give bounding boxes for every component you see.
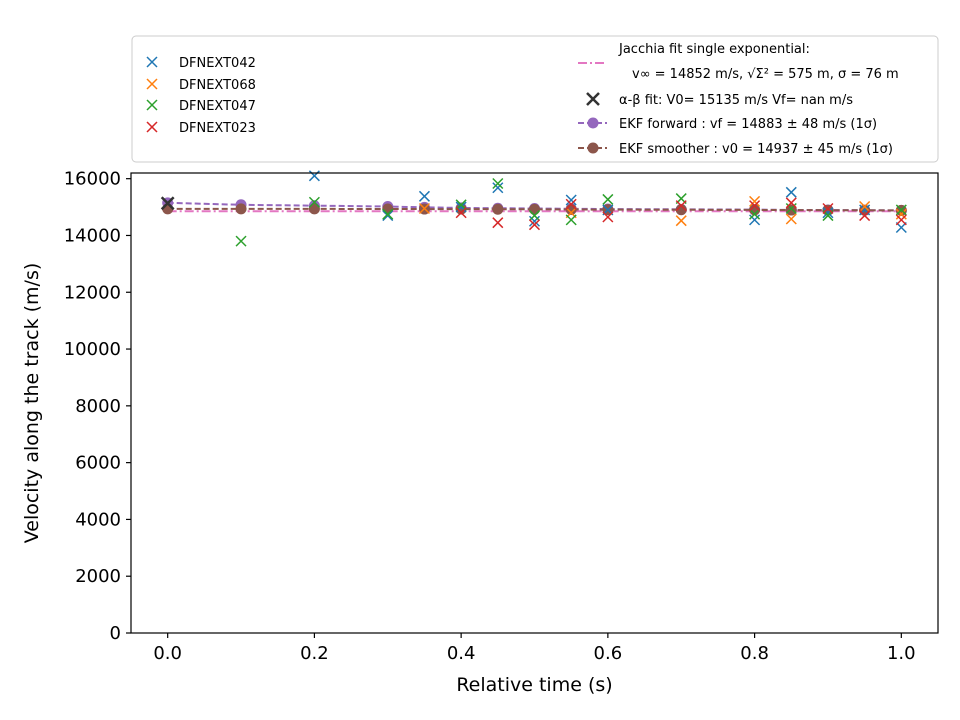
dfnext068-point-4 [785,213,797,225]
legend-item-ekf-forward: EKF forward : vf = 14883 ± 48 m/s (1σ) [578,117,877,132]
dfnext042-point-10 [785,186,797,198]
ekf-smoother-point-6 [492,203,504,215]
dfnext042-point-11 [822,207,834,219]
legend-marker-ekf-smoother [587,142,599,154]
y-tick-label-2: 4000 [75,509,121,530]
dfnext023-point-9 [859,210,871,222]
dfnext047-point-2 [382,208,394,220]
dfnext047-point-1 [308,196,320,208]
dfnext047-point-12 [895,204,907,216]
legend-marker-alpha-beta [586,92,600,106]
dfnext023-point-4 [602,211,614,223]
ekf-smoother-point-0 [162,203,174,215]
dfnext047-point-4 [492,177,504,190]
ekf-smoother-point-3 [382,203,394,215]
y-tick-label-1: 2000 [75,566,121,587]
dfnext023-point-10 [895,214,907,226]
x-axis-label: Relative time (s) [456,674,612,696]
x-axis: 0.0 0.2 0.4 0.6 0.8 1.0 [153,633,916,664]
y-tick-label-7: 14000 [64,225,121,246]
dfnext042-point-3 [418,190,430,202]
ekf-smoother-point-7 [529,203,540,215]
legend-marker-dfnext042 [146,56,158,68]
legend-item-dfnext042: DFNEXT042 [146,56,256,71]
dfnext047-point-0 [235,235,247,247]
dfnext047-point-5 [528,210,541,222]
legend-item-jacchia-fit: Jacchia fit single exponential: v∞ = 148… [578,42,899,82]
x-tick-label-5: 1.0 [887,643,916,664]
dfnext023-point-8 [822,202,834,215]
legend-item-dfnext068: DFNEXT068 [146,78,256,93]
legend-marker-dfnext023 [146,121,158,133]
legend: DFNEXT042 DFNEXT068 DFNEXT047 DFNEXT023 … [131,35,939,163]
dfnext023-point-7 [785,197,797,209]
x-tick-label-4: 0.8 [740,643,769,664]
legend-label-dfnext047: DFNEXT047 [179,99,256,114]
y-tick-label-3: 6000 [75,453,121,474]
legend-label-jacchia-line2: v∞ = 14852 m/s, √Σ² = 575 m, σ = 76 m [632,67,899,82]
x-tick-label-1: 0.2 [300,643,329,664]
x-tick-label-2: 0.4 [447,643,476,664]
dfnext047-point-3 [455,199,467,211]
ekf-smoother-point-13 [822,204,834,216]
legend-label-jacchia-line1: Jacchia fit single exponential: [618,42,810,57]
legend-marker-ekf-forward [587,117,599,129]
dfnext042-point-5 [492,182,504,194]
y-tick-label-8: 16000 [64,169,121,190]
legend-marker-dfnext047 [146,99,158,111]
y-axis: 0 2000 4000 6000 8000 10000 12000 14000 16000 [64,169,131,644]
ekf-smoother-point-1 [235,203,247,215]
dfnext068-point-3 [749,195,761,207]
ekf-smoother-point-10 [675,204,687,216]
dfnext023-point-1 [492,217,504,229]
legend-label-dfnext068: DFNEXT068 [179,78,256,93]
plot-frame [130,172,939,634]
dfnext023-point-0 [455,207,467,219]
dfnext068-point-0 [418,202,430,215]
dfnext047-point-7 [602,193,614,205]
y-tick-label-6: 12000 [64,282,121,303]
dfnext047-point-6 [565,214,577,226]
legend-item-ekf-smoother: EKF smoother : v0 = 14937 ± 45 m/s (1σ) [578,142,893,157]
x-tick-label-0: 0.0 [153,643,182,664]
ekf-smoother-point-11 [749,204,761,216]
ekf-smoother-line [167,207,902,212]
legend-label-alpha-beta: α-β fit: V0= 15135 m/s Vf= nan m/s [619,93,853,108]
dfnext047-point-9 [749,208,761,220]
dfnext042-point-2 [382,210,394,222]
dfnext023-point-5 [675,200,687,212]
dfnext042-point-7 [565,194,577,206]
y-tick-label-4: 8000 [75,396,121,417]
plot-area [160,170,907,247]
legend-label-ekf-smoother: EKF smoother : v0 = 14937 ± 45 m/s (1σ) [619,142,893,157]
dfnext068-point-2 [675,215,687,227]
legend-item-dfnext023: DFNEXT023 [146,121,256,136]
legend-label-dfnext042: DFNEXT042 [179,56,256,71]
y-axis-label: Velocity along the track (m/s) [21,263,43,544]
legend-label-ekf-forward: EKF forward : vf = 14883 ± 48 m/s (1σ) [619,117,877,132]
y-tick-label-0: 0 [110,623,121,644]
dfnext023-point-6 [749,200,761,212]
dfnext023-point-2 [528,219,541,231]
dfnext023-point-3 [565,198,577,210]
dfnext068-point-5 [859,200,871,213]
legend-item-alpha-beta: α-β fit: V0= 15135 m/s Vf= nan m/s [586,92,853,108]
legend-item-dfnext047: DFNEXT047 [146,99,256,114]
ekf-smoother-point-12 [785,204,797,216]
alpha-beta-point-0 [160,196,175,211]
x-tick-label-3: 0.6 [594,643,623,664]
legend-label-dfnext023: DFNEXT023 [179,121,256,136]
y-tick-label-5: 10000 [64,339,121,360]
ekf-smoother-point-5 [455,203,467,215]
ekf-smoother-point-2 [308,203,320,215]
legend-marker-dfnext068 [146,78,158,90]
